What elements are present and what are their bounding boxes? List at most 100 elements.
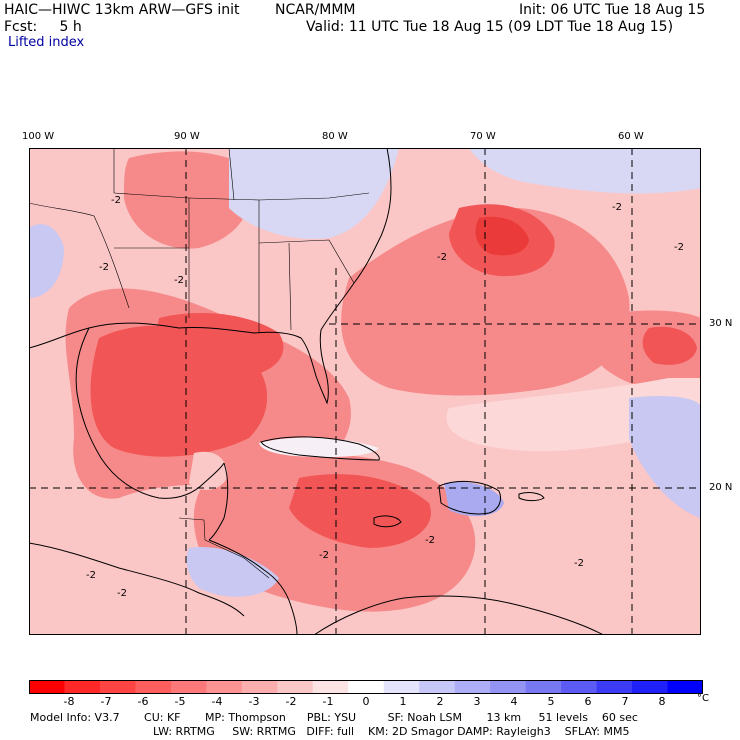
cuba-outline [260, 436, 380, 461]
east-strong-core [642, 326, 697, 365]
contour-labels: -2 -2 -2 -2 -2 -2 -2 -2 -2 -2 -2 [86, 195, 684, 599]
lat-label-20n: 20 N [709, 482, 733, 493]
coastlines [29, 148, 605, 635]
contour-label: -2 [425, 535, 435, 546]
init-time: Init: 06 UTC Tue 18 Aug 15 [519, 2, 706, 18]
central-america-coast [208, 539, 298, 635]
colorbar-swatch [99, 680, 136, 694]
colorbar-tick: 1 [399, 695, 407, 708]
colorbar-tick: -4 [211, 695, 223, 708]
us-mexico-border [29, 202, 130, 309]
colorbar-tick: 0 [362, 695, 370, 708]
model-info-line1: Model Info: V3.7 CU: KF MP: Thompson PBL… [30, 711, 638, 724]
contour-label: -2 [86, 570, 96, 581]
contour-label: -2 [612, 202, 622, 213]
west-blue-region [29, 224, 64, 298]
lon-label-60w: 60 W [618, 131, 644, 142]
contour-label: -2 [574, 558, 584, 569]
colorbar-swatch [596, 680, 633, 694]
colorbar-swatch [454, 680, 491, 694]
lon-label-90w: 90 W [174, 131, 200, 142]
colorbar-swatch [561, 680, 598, 694]
colorbar-swatch [277, 680, 314, 694]
north-atlantic-blue-region [469, 148, 701, 194]
mexico-coast [75, 327, 225, 499]
lon-label-70w: 70 W [470, 131, 496, 142]
lon-label-100w: 100 W [22, 131, 55, 142]
colorbar-frame [29, 680, 703, 694]
colorbar-swatch [667, 680, 703, 694]
guatemala-border [178, 517, 206, 541]
colorbar-tick: -6 [137, 695, 149, 708]
model-info-line2: LW: RRTMG SW: RRTMG DIFF: full KM: 2D Sm… [153, 725, 630, 738]
lat-lon-grid [29, 148, 701, 635]
colorbar-tick: 3 [473, 695, 481, 708]
colorbar-swatch [135, 680, 172, 694]
colorbar-swatch [383, 680, 420, 694]
lifted-index-map: -2 -2 -2 -2 -2 -2 -2 -2 -2 -2 -2 [29, 148, 701, 635]
contour-label: -2 [117, 588, 127, 599]
yucatan-coast [208, 462, 229, 541]
cuba-light-region [259, 437, 379, 458]
gulf-light-patch [189, 451, 228, 490]
colorbar-tick: 8 [658, 695, 666, 708]
contour-label: -2 [174, 275, 184, 286]
colorbar-swatch [64, 680, 101, 694]
colorbar-tick: -2 [285, 695, 297, 708]
hispaniola-blue-region [444, 481, 504, 517]
colorbar-tick: -1 [322, 695, 334, 708]
colorbar-swatch [490, 680, 527, 694]
colorbar-swatch [525, 680, 562, 694]
forecast-hour: Fcst: 5 h [4, 19, 82, 35]
colorbar-tick: 4 [510, 695, 518, 708]
colorbar-swatch [206, 680, 243, 694]
colorbar [29, 680, 703, 694]
state-border-6 [228, 148, 235, 201]
colorbar-swatch [348, 680, 385, 694]
field-name: Lifted index [8, 35, 85, 50]
contour-label: -2 [319, 550, 329, 561]
valid-time: Valid: 11 UTC Tue 18 Aug 15 (09 LDT Tue … [306, 19, 674, 35]
central-america-pacific-coast [29, 542, 245, 617]
colorbar-tick: 5 [547, 695, 555, 708]
colorbar-swatch [312, 680, 349, 694]
borders [29, 148, 370, 579]
puerto-rico-outline [518, 492, 545, 502]
contour-label: -2 [674, 242, 684, 253]
colorbar-tick: -7 [100, 695, 112, 708]
contour-label: -2 [437, 252, 447, 263]
honduras-border [204, 539, 270, 579]
state-border-4 [258, 239, 355, 284]
atlantic-moderate-region [341, 208, 630, 396]
colorbar-swatch [419, 680, 456, 694]
model-title: HAIC—HIWC 13km ARW—GFS init [4, 2, 240, 18]
lon-label-80w: 80 W [322, 131, 348, 142]
colorbar-tick: -5 [174, 695, 186, 708]
us-gulf-coast [29, 148, 392, 405]
south-america-coast [313, 595, 605, 635]
colorbar-swatch [170, 680, 207, 694]
north-gulf-moderate-region [124, 151, 252, 249]
central-america-blue-region [186, 547, 279, 597]
state-border-7 [288, 242, 292, 331]
atlantic-strongest-core [475, 216, 529, 256]
colorbar-swatch [241, 680, 278, 694]
colorbar-tick: 6 [584, 695, 592, 708]
jamaica-outline [373, 515, 402, 528]
org-label: NCAR/MMM [275, 2, 356, 18]
hispaniola-outline [438, 481, 502, 515]
colorbar-tick: 2 [436, 695, 444, 708]
state-border-5 [258, 192, 370, 201]
colorbar-tick: -8 [63, 695, 75, 708]
colorbar-tick: -3 [248, 695, 260, 708]
colorbar-swatch [632, 680, 669, 694]
lat-label-30n: 30 N [709, 318, 733, 329]
caribbean-strong-core [289, 474, 431, 548]
contour-label: -2 [99, 262, 109, 273]
contour-label: -2 [111, 195, 121, 206]
colorbar-unit: °C [697, 693, 709, 704]
colorbar-swatch [29, 680, 65, 694]
colorbar-tick: 7 [621, 695, 629, 708]
map-frame [29, 148, 701, 635]
northeast-blue-region [229, 148, 399, 239]
